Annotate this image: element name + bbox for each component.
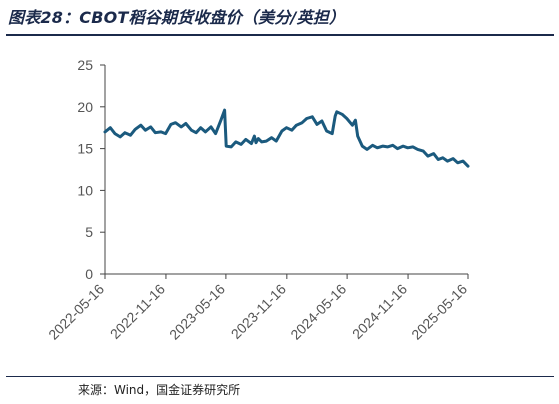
x-tick-label: 2022-11-16: [107, 281, 168, 342]
x-tick-label: 2023-05-16: [166, 281, 228, 343]
y-axis: 0 5 10 15 20 25: [77, 57, 106, 282]
series-layer: [103, 108, 470, 168]
x-tick-label: 2023-11-16: [228, 281, 289, 342]
y-tick-label: 0: [85, 266, 93, 282]
x-tick-label: 2025-05-16: [408, 281, 470, 343]
source-note: 来源：Wind，国金证券研究所: [78, 383, 241, 397]
x-tick-label: 2024-11-16: [349, 281, 410, 342]
y-tick-label: 15: [77, 141, 93, 157]
y-tick-label: 5: [85, 224, 93, 240]
x-tick-label: 2024-05-16: [287, 281, 349, 343]
footer-divider: [6, 376, 554, 377]
chart-area: 0 5 10 15 20 25 2022-05-16 2022-11-162023-05-1…: [45, 57, 470, 343]
chart-title: 图表28：CBOT稻谷期货收盘价（美分/英担）: [8, 8, 346, 27]
y-tick-label: 25: [77, 57, 93, 73]
x-tick-label: 2022-05-16: [45, 281, 107, 343]
y-tick-label: 10: [77, 182, 93, 198]
y-tick-label: 20: [77, 99, 93, 115]
title-divider: [6, 34, 554, 36]
series-line-0: [103, 108, 470, 168]
